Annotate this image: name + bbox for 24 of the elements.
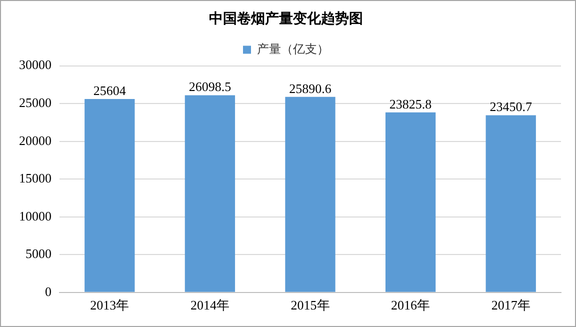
data-label: 23450.7 — [490, 99, 532, 114]
x-tick-label: 2014年 — [190, 298, 230, 313]
bar — [84, 99, 135, 292]
y-tick-label: 10000 — [19, 208, 52, 224]
bar — [285, 96, 336, 292]
y-tick-label: 0 — [45, 284, 52, 299]
y-tick-label: 25000 — [19, 94, 52, 110]
y-tick-label: 15000 — [19, 170, 52, 186]
x-tick-label: 2016年 — [391, 298, 430, 313]
x-tick-label: 2015年 — [290, 298, 330, 313]
data-label: 25604 — [93, 82, 126, 98]
data-label: 25890.6 — [289, 80, 332, 96]
y-tick-label: 5000 — [26, 246, 52, 262]
legend-label: 产量（亿支） — [257, 42, 329, 56]
bar — [385, 112, 436, 292]
data-label: 26098.5 — [188, 79, 232, 94]
y-tick-label: 20000 — [19, 132, 52, 148]
bar — [486, 115, 536, 292]
y-tick-label: 30000 — [19, 57, 52, 72]
chart-title: 中国卷烟产量变化趋势图 — [209, 10, 363, 28]
x-tick-label: 2017年 — [491, 298, 530, 313]
data-label: 23825.8 — [389, 96, 432, 112]
bar — [184, 95, 236, 292]
x-tick-label: 2013年 — [90, 298, 130, 313]
